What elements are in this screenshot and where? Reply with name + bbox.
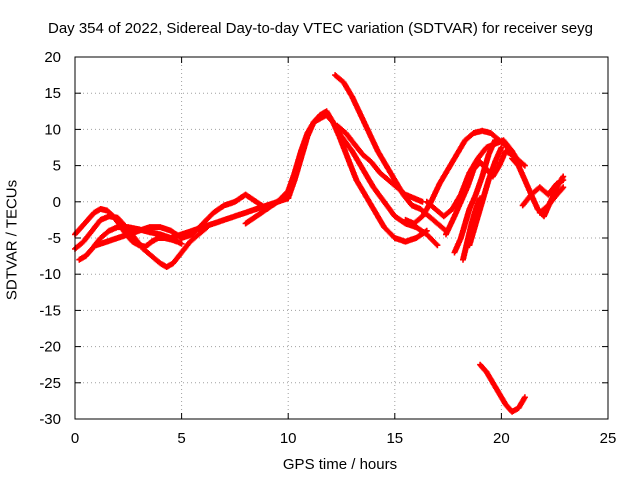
y-tick-label: 15 — [44, 85, 61, 102]
series-track-12 — [451, 137, 498, 256]
chart-title: Day 354 of 2022, Sidereal Day-to-day VTE… — [48, 20, 593, 37]
series-track-16 — [519, 177, 567, 209]
x-tick-label: 5 — [177, 430, 185, 447]
series-track-2 — [72, 213, 211, 270]
series-track-6 — [274, 111, 441, 249]
y-axis-label: SDTVAR / TECUs — [3, 179, 21, 301]
series-track-17 — [536, 184, 567, 216]
y-tick-label: -15 — [39, 302, 61, 319]
y-tick-label: -20 — [39, 339, 61, 356]
y-tick-label: -30 — [39, 411, 61, 428]
x-axis-label: GPS time / hours — [282, 456, 398, 473]
y-tick-label: -25 — [39, 375, 61, 392]
series-track-13 — [460, 195, 484, 263]
series-track-4 — [93, 191, 270, 249]
y-tick-label: 0 — [53, 194, 61, 211]
x-tick-label: 25 — [600, 430, 617, 447]
series-track-11 — [443, 148, 516, 238]
y-tick-label: 20 — [44, 49, 61, 66]
y-tick-label: -5 — [48, 230, 61, 247]
x-tick-label: 10 — [280, 430, 297, 447]
series-track-8 — [334, 122, 426, 205]
x-tick-label: 15 — [386, 430, 403, 447]
y-tick-label: -10 — [39, 266, 61, 283]
x-tick-label: 0 — [71, 430, 79, 447]
y-tick-label: 5 — [53, 158, 61, 175]
series-track-18 — [477, 361, 528, 415]
series-track-10 — [423, 137, 524, 220]
series-markers — [72, 213, 211, 270]
y-tick-label: 10 — [44, 121, 61, 138]
plot-frame — [74, 56, 609, 420]
x-tick-label: 20 — [493, 430, 510, 447]
series-markers — [477, 361, 528, 415]
series-track-9 — [402, 127, 528, 227]
series-track-14 — [466, 144, 505, 249]
